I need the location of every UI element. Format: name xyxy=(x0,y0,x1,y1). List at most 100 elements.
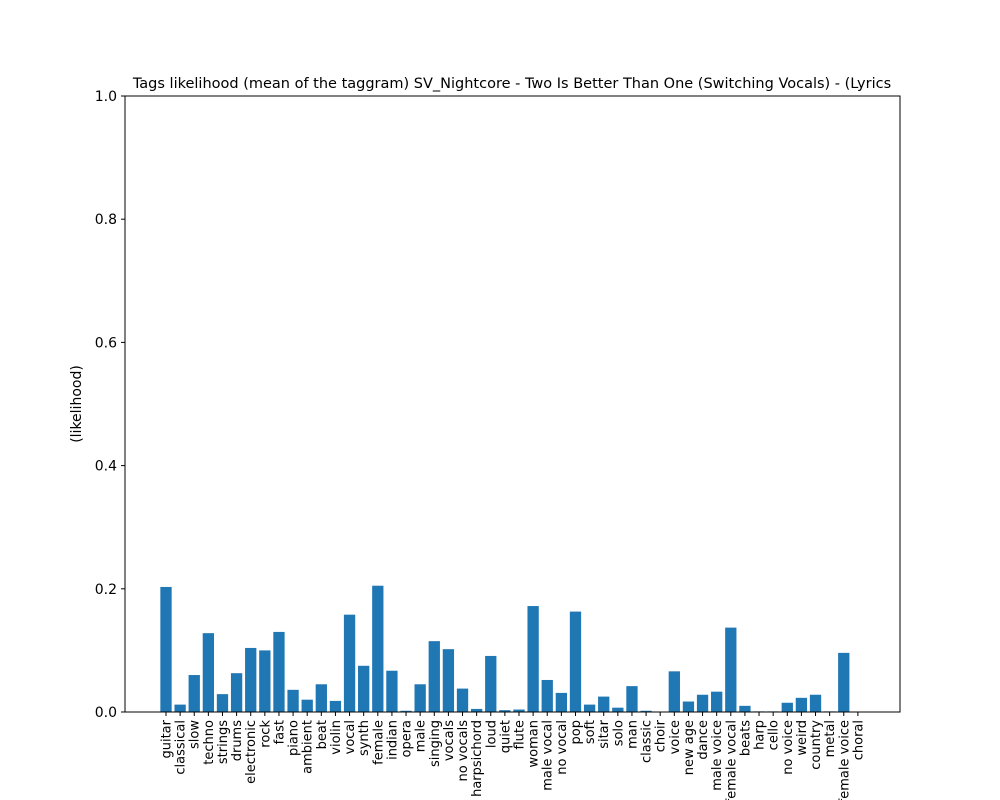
x-tick-label: loud xyxy=(484,720,499,748)
x-tick-label: dance xyxy=(696,720,711,760)
x-tick-label: piano xyxy=(287,720,302,756)
bar xyxy=(372,585,384,712)
x-tick-label: synth xyxy=(357,720,372,756)
y-tick-label: 0.8 xyxy=(95,212,117,228)
bar xyxy=(527,606,539,712)
x-tick-label: country xyxy=(809,720,824,770)
bar xyxy=(358,665,370,712)
x-tick-label: quiet xyxy=(498,720,513,753)
bar xyxy=(513,709,525,712)
plot-frame xyxy=(124,95,901,713)
bar xyxy=(386,670,398,712)
x-tick-label: soft xyxy=(583,720,598,744)
x-axis: guitar classical slow techno strings drums ele… xyxy=(160,712,866,800)
x-tick-label: singing xyxy=(428,720,443,767)
x-tick-label: man xyxy=(625,720,640,749)
x-tick-label: fast xyxy=(272,720,287,744)
x-tick-label: ambient xyxy=(301,720,316,774)
bar xyxy=(555,692,568,712)
x-tick-label: no vocal xyxy=(555,720,570,775)
y-tick-label: 1.0 xyxy=(95,89,117,105)
bar xyxy=(470,708,483,712)
x-tick-label: violin xyxy=(329,720,344,755)
x-tick-label: classical xyxy=(174,720,189,775)
x-tick-label: metal xyxy=(823,720,838,757)
bar xyxy=(739,705,751,712)
x-tick-label: male xyxy=(414,720,429,752)
bar xyxy=(809,694,822,712)
x-tick-label: strings xyxy=(216,720,231,764)
x-tick-label: opera xyxy=(400,720,415,758)
x-tick-label: weird xyxy=(795,720,810,756)
bar xyxy=(711,691,723,712)
x-tick-label: cello xyxy=(767,720,782,750)
y-tick-label: 0.4 xyxy=(95,459,117,475)
y-tick-label: 0.6 xyxy=(95,335,117,351)
x-tick-label: male voice xyxy=(710,720,725,791)
x-tick-label: harp xyxy=(753,720,768,750)
bar xyxy=(287,689,299,712)
x-tick-label: voice xyxy=(668,720,683,754)
bar xyxy=(838,652,850,712)
bar xyxy=(569,611,582,712)
x-tick-label: rock xyxy=(258,720,273,748)
x-tick-label: slow xyxy=(188,720,203,749)
x-tick-label: beats xyxy=(738,720,753,756)
x-tick-label: guitar xyxy=(160,719,175,758)
x-tick-label: pop xyxy=(569,720,584,744)
bar xyxy=(781,702,793,712)
bar xyxy=(343,614,356,712)
x-tick-label: no vocals xyxy=(456,720,471,782)
y-tick-label: 0.2 xyxy=(95,582,117,598)
bar xyxy=(640,710,652,712)
bar xyxy=(795,697,808,712)
x-tick-label: flute xyxy=(513,720,528,750)
x-tick-label: female xyxy=(371,720,386,765)
bar xyxy=(612,707,624,712)
bar xyxy=(216,694,229,712)
bar xyxy=(499,710,511,712)
bar xyxy=(301,699,313,712)
x-tick-label: drums xyxy=(230,720,245,761)
bar xyxy=(202,633,215,712)
x-tick-label: new age xyxy=(682,720,697,775)
x-tick-label: female vocal xyxy=(724,720,739,800)
bar xyxy=(259,650,271,712)
x-tick-label: sitar xyxy=(597,719,612,748)
bar xyxy=(160,586,172,712)
y-axis-label: (likelihood) xyxy=(69,365,85,443)
bar xyxy=(725,627,737,712)
bars-group xyxy=(160,585,850,712)
bar xyxy=(428,641,440,712)
x-tick-label: male vocal xyxy=(541,720,556,791)
x-tick-label: harpsichord xyxy=(470,720,485,797)
bar xyxy=(188,675,200,712)
bar xyxy=(230,673,243,712)
x-tick-label: no voice xyxy=(781,720,796,775)
bar xyxy=(456,688,469,712)
x-tick-label: vocal xyxy=(343,720,358,754)
bar xyxy=(315,684,327,712)
x-tick-label: electronic xyxy=(244,720,259,784)
bar xyxy=(598,696,610,712)
y-tick-label: 0.0 xyxy=(95,705,117,721)
x-tick-label: techno xyxy=(202,720,217,765)
x-tick-label: classic xyxy=(640,720,655,763)
bar xyxy=(541,679,553,712)
x-tick-label: beat xyxy=(315,720,330,749)
y-axis: 0.0 0.2 0.4 0.6 0.8 1.0 xyxy=(95,89,125,721)
x-tick-label: choir xyxy=(654,719,669,752)
bar xyxy=(583,704,596,712)
x-tick-label: choral xyxy=(851,720,866,760)
bar xyxy=(400,710,412,712)
bar xyxy=(245,647,257,712)
chart-title: Tags likelihood (mean of the taggram) SV… xyxy=(132,76,891,92)
bar xyxy=(696,694,709,712)
bar xyxy=(626,686,638,712)
bar xyxy=(329,700,342,712)
x-tick-label: indian xyxy=(385,720,400,760)
bar xyxy=(485,655,497,712)
bar xyxy=(668,671,680,712)
x-tick-label: vocals xyxy=(442,720,457,761)
